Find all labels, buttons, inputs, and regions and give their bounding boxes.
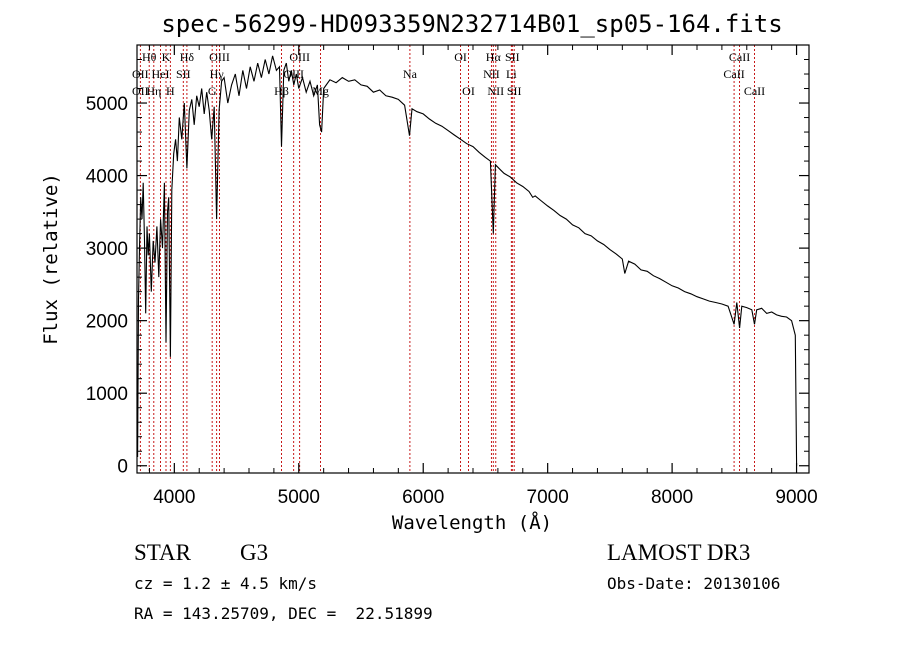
y-tick-label: 2000 [86,312,128,333]
line-marker-label: SII [507,84,522,98]
y-tick-label: 5000 [86,94,128,115]
line-marker-label: NII [487,84,504,98]
line-marker-label: OI [454,50,467,64]
line-marker-label: HeI [152,67,170,81]
line-marker-label: SII [505,50,520,64]
y-tick-label: 1000 [86,384,128,405]
line-marker-label: K [162,50,171,64]
y-axis-label: Flux (relative) [40,173,62,345]
x-tick-label: 5000 [278,487,320,508]
x-tick-label: 6000 [402,487,444,508]
x-axis-ticks: 4000 5000 6000 7000 8000 9000 [148,45,818,508]
line-marker-label: G [208,84,217,98]
line-marker-label: Hβ [274,84,289,98]
spectral-line-markers [139,45,755,473]
object-class: STAR [134,540,192,565]
line-marker-label: Hη [146,84,161,98]
line-marker-label: Hγ [210,67,225,81]
line-marker-label: CaII [744,84,765,98]
spectral-subclass: G3 [240,540,268,565]
line-marker-label: CaII [723,67,744,81]
x-tick-label: 8000 [651,487,693,508]
y-tick-label: 3000 [86,239,128,260]
line-marker-label: OIII [283,67,304,81]
redshift-velocity: cz = 1.2 ± 4.5 km/s [134,574,317,593]
line-marker-label: Na [403,67,418,81]
line-marker-label: Mg [312,84,329,98]
plot-frame [136,44,810,474]
y-tick-label: 0 [117,457,128,478]
x-tick-label: 4000 [153,487,195,508]
line-marker-label: Hδ [180,50,195,64]
line-marker-label: OII [132,84,149,98]
line-marker-label: OI [462,84,475,98]
line-marker-label: H [166,84,175,98]
line-marker-label: NII [483,67,500,81]
observation-date: Obs-Date: 20130106 [607,574,780,593]
y-axis-ticks: 0 1000 2000 3000 4000 5000 [86,59,809,478]
x-axis-label: Wavelength (Å) [392,511,552,534]
line-marker-label: Hα [486,50,502,64]
line-marker-label: Li [506,67,517,81]
line-marker-label: CaII [729,50,750,64]
x-tick-label: 9000 [775,487,817,508]
spectrum-line [136,55,798,466]
line-marker-label: Hθ [142,50,157,64]
figure-title: spec-56299-HD093359N232714B01_sp05-164.f… [161,10,782,38]
x-tick-label: 7000 [527,487,569,508]
y-tick-label: 4000 [86,167,128,188]
line-marker-label: OIII [289,50,310,64]
line-marker-label: SII [176,67,191,81]
line-marker-label: OIII [209,50,230,64]
sky-coordinates: RA = 143.25709, DEC = 22.51899 [134,604,433,623]
survey-name: LAMOST DR3 [607,540,750,565]
